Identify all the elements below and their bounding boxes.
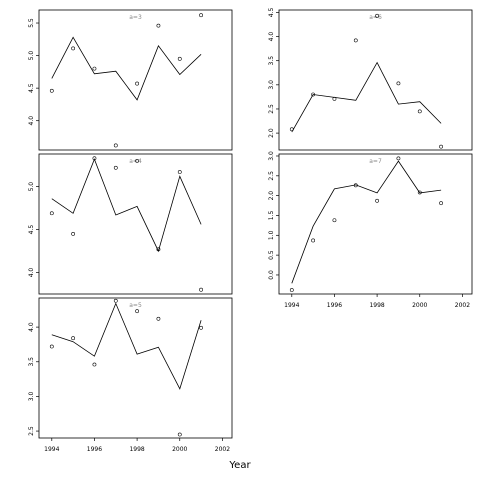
panel-a-5: a=5 2.5 3.0 3.5 4.0 1994 1996 1998 2000 2002 [28,297,233,453]
observed-point [439,144,443,149]
observed-point [71,336,76,341]
observed-point [113,143,118,148]
fitted-line [51,36,202,101]
y-tick-label: 3.5 [268,56,275,66]
observed-point [135,309,139,314]
y-tick-label: 5.0 [28,182,35,192]
fitted-line [51,302,202,390]
panel-title: a=5 [129,302,142,309]
observed-point [375,198,379,203]
observed-point [49,344,54,349]
y-tick-label: 4.0 [28,322,35,332]
panel-a-4: a=44.04.55.0 [28,153,233,295]
y-tick-label: 0.5 [268,250,275,260]
panel-frame [278,9,473,151]
y-tick-label: 2.5 [28,426,35,436]
observed-point [289,288,294,292]
observed-point [177,56,182,61]
observed-point [156,316,161,321]
y-tick-label: 1.0 [268,230,275,240]
observed-point [311,238,316,243]
observed-point [113,298,118,303]
panel-title: a=3 [129,14,142,21]
observed-point [71,46,76,51]
y-tick-label: 2.0 [268,191,275,201]
panel-title: a=6 [369,14,382,21]
observed-point [353,38,358,43]
y-tick-label: 4.5 [28,83,35,93]
panel-frame [278,153,473,295]
observed-point [332,96,337,101]
observed-point [332,218,337,223]
y-tick-label: 0.0 [268,270,275,280]
x-tick-label: 1998 [369,302,384,309]
x-tick-label: 1996 [87,446,102,453]
observed-point [135,81,139,86]
y-tick-label: 3.0 [268,80,275,90]
y-tick-label: 4.0 [268,32,275,42]
panel-frame [38,153,233,295]
observed-point [156,247,161,252]
x-tick-label: 2002 [455,302,470,309]
observed-point [311,92,316,97]
y-tick-label: 4.0 [28,116,35,126]
panel-a-3: a=3 4.0 4.5 5.0 5.5 [28,9,233,151]
x-tick-label: 1996 [327,302,342,309]
observed-point [49,88,54,93]
observed-point [199,13,203,18]
observed-point [177,432,182,437]
x-tick-label: 1998 [129,446,144,453]
observed-point [71,231,76,236]
panel-frame [38,297,233,439]
x-tick-label: 2002 [215,446,230,453]
fitted-line [291,160,442,284]
y-tick-label: 3.0 [28,391,35,401]
observed-point [417,190,422,195]
observed-point [199,287,203,292]
observed-point [353,183,358,188]
observed-point [396,156,401,161]
y-tick-label: 2.0 [268,128,275,138]
panel-frame [38,9,233,151]
panel-a-7: a=7 0.0 0.5 1.0 1.5 2.0 2.5 3.0 1994 1996 1998 2000… [268,151,473,309]
observed-point [92,66,97,71]
x-tick-label: 2000 [172,446,187,453]
observed-point [92,156,97,161]
fitted-line [291,61,442,133]
observed-point [289,127,294,132]
x-tick-label: 1994 [284,302,299,309]
panel-title: a=7 [369,158,382,165]
y-tick-label: 5.5 [28,18,35,28]
observed-point [92,362,97,367]
y-tick-label: 4.5 [268,7,275,17]
y-tick-label: 2.5 [268,104,275,114]
x-tick-label: 2000 [412,302,427,309]
observed-point [135,158,139,163]
y-tick-label: 4.5 [28,225,35,235]
panel-a-6: a=6 2.0 2.5 3.0 3.5 4.0 4.5 [268,7,473,151]
x-axis-label: Year [229,460,251,471]
y-tick-label: 3.5 [28,357,35,367]
y-tick-label: 5.0 [28,51,35,61]
observed-point [177,170,182,174]
observed-point [156,23,161,28]
observed-point [199,325,203,330]
x-tick-label: 1994 [44,446,59,453]
y-tick-label: 2.5 [268,171,275,181]
observed-point [49,211,54,216]
y-tick-label: 4.0 [28,268,35,278]
observed-point [113,165,118,170]
observed-point [375,13,379,18]
y-tick-label: 1.5 [268,211,275,221]
fitted-line [51,158,202,253]
observed-point [417,109,422,114]
observed-point [396,81,401,86]
y-tick-label: 3.0 [268,151,275,161]
observed-point [439,201,443,206]
